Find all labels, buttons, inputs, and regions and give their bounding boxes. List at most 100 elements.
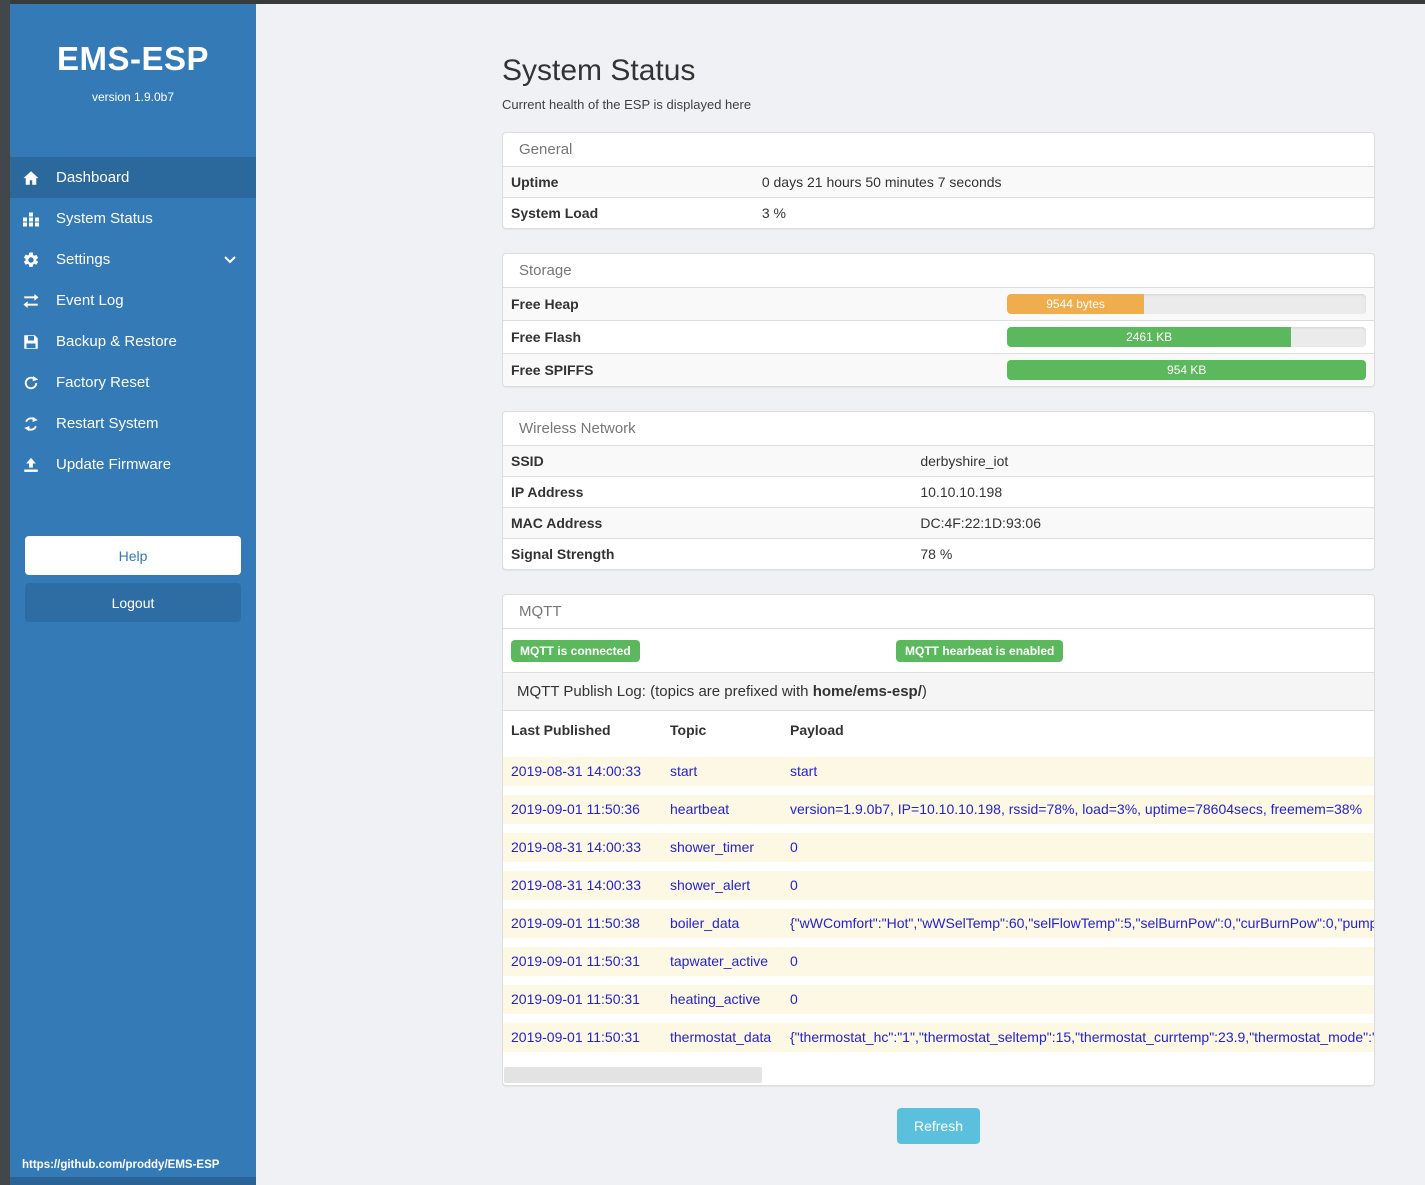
sidebar-item-restart-system[interactable]: Restart System [10,403,256,444]
publish-log-text: MQTT Publish Log: (topics are prefixed w… [517,683,813,700]
progress-fill: 954 KB [1007,360,1366,380]
sidebar-item-label: Event Log [56,292,124,309]
row-value: 2461 KB [999,320,1374,354]
row-label: Free SPIFFS [503,353,1000,386]
general-panel: General Uptime 0 days 21 hours 50 minute… [502,132,1375,229]
help-button[interactable]: Help [25,536,241,575]
log-row: 2019-09-01 11:50:31 heating_active 0 [503,976,1374,1019]
github-link[interactable]: https://github.com/proddy/EMS-ESP [22,1159,220,1171]
table-row: Free SPIFFS 954 KB [503,353,1374,386]
log-topic: boiler_data [662,900,782,943]
log-payload: 0 [782,824,1374,867]
sidebar-bottom-strip [10,1177,256,1185]
storage-panel: Storage Free Heap 9544 bytes Free Flash … [502,253,1375,387]
log-payload: {"wWComfort":"Hot","wWSelTemp":60,"selFl… [782,900,1374,943]
row-label: SSID [503,445,913,477]
page-title: System Status [502,54,696,87]
log-payload: version=1.9.0b7, IP=10.10.10.198, rssid=… [782,786,1374,829]
sync-arrows-icon [22,415,40,433]
sidebar-item-label: Dashboard [56,169,130,186]
app-title: EMS-ESP [56,40,210,77]
mqtt-publish-log-title: MQTT Publish Log: (topics are prefixed w… [503,672,1374,711]
log-payload: start [782,748,1374,791]
log-topic: heating_active [662,976,782,1019]
table-row: Signal Strength 78 % [503,538,1374,569]
upload-icon [22,456,40,474]
sidebar-item-system-status[interactable]: System Status [10,198,256,239]
sidebar-item-backup-restore[interactable]: Backup & Restore [10,321,256,362]
sidebar-item-label: Settings [56,251,111,268]
log-payload: 0 [782,862,1374,905]
table-row: System Load 3 % [503,197,1374,228]
horizontal-scrollbar[interactable] [504,1067,1373,1083]
log-published: 2019-08-31 14:00:33 [503,748,662,791]
app-version: version 1.9.0b7 [91,90,175,104]
row-label: Free Flash [503,320,1000,354]
sidebar-item-factory-reset[interactable]: Factory Reset [10,362,256,403]
sidebar-item-update-firmware[interactable]: Update Firmware [10,444,256,485]
row-value: 954 KB [999,353,1374,386]
system-status-icon [22,210,40,228]
logout-button[interactable]: Logout [25,583,241,622]
log-published: 2019-09-01 11:50:38 [503,900,662,943]
row-label: Signal Strength [503,538,913,569]
sidebar-item-label: Factory Reset [56,374,150,391]
mqtt-panel-header: MQTT [519,603,562,620]
wireless-panel-header: Wireless Network [519,420,636,437]
row-value: derbyshire_iot [912,445,1374,477]
sidebar-nav: Dashboard System Status Settings [10,157,256,485]
refresh-area: Refresh [502,1108,1375,1144]
log-payload: {"thermostat_hc":"1","thermostat_seltemp… [782,1014,1374,1052]
publish-log-suffix: ) [921,683,927,700]
mqtt-log-table: Last Published Topic Payload 2019-08-31 … [503,711,1374,1052]
main-content: System Status Current health of the ESP … [256,0,1425,1144]
log-topic: shower_timer [662,824,782,867]
free-spiffs-progressbar: 954 KB [1007,360,1366,380]
general-table: Uptime 0 days 21 hours 50 minutes 7 seco… [503,166,1374,228]
table-row: Uptime 0 days 21 hours 50 minutes 7 seco… [503,166,1374,198]
sidebar-buttons: Help Logout [10,536,256,622]
row-label: Free Heap [503,287,1000,321]
log-row: 2019-08-31 14:00:33 shower_alert 0 [503,862,1374,905]
table-header-row: Last Published Topic Payload [503,711,1374,753]
column-header: Topic [670,722,707,738]
table-row: MAC Address DC:4F:22:1D:93:06 [503,507,1374,539]
sidebar-item-label: Restart System [56,415,159,432]
chevron-down-icon [224,251,236,268]
scrollbar-thumb[interactable] [504,1067,762,1083]
sidebar-item-label: Backup & Restore [56,333,177,350]
page-subtitle: Current health of the ESP is displayed h… [502,97,752,112]
log-row: 2019-08-31 14:00:33 start start [503,748,1374,791]
refresh-button[interactable]: Refresh [896,1108,981,1144]
app-logo-block: EMS-ESP version 1.9.0b7 [10,4,256,104]
rotate-arrow-icon [22,374,40,392]
row-label: Uptime [503,166,754,198]
home-icon [22,169,40,187]
log-topic: heartbeat [662,786,782,829]
table-row: Free Flash 2461 KB [503,320,1374,354]
save-icon [22,333,40,351]
mqtt-heartbeat-badge: MQTT hearbeat is enabled [896,640,1064,662]
sidebar-item-dashboard[interactable]: Dashboard [10,157,256,198]
sidebar: EMS-ESP version 1.9.0b7 Dashboard System… [10,4,256,1185]
log-payload: 0 [782,976,1374,1019]
log-topic: shower_alert [662,862,782,905]
sidebar-item-event-log[interactable]: Event Log [10,280,256,321]
log-row: 2019-09-01 11:50:36 heartbeat version=1.… [503,786,1374,829]
free-flash-progressbar: 2461 KB [1007,327,1366,347]
publish-log-prefix: home/ems-esp/ [812,683,922,700]
row-value: 0 days 21 hours 50 minutes 7 seconds [753,166,1374,198]
log-topic: start [662,748,782,791]
log-row: 2019-08-31 14:00:33 shower_timer 0 [503,824,1374,867]
log-row: 2019-09-01 11:50:31 tapwater_active 0 [503,938,1374,981]
sidebar-item-settings[interactable]: Settings [10,239,256,280]
column-header: Payload [790,722,844,738]
storage-panel-header: Storage [519,262,572,279]
column-header: Last Published [511,722,611,738]
progress-fill: 2461 KB [1007,327,1291,347]
general-panel-header: General [519,141,573,158]
log-row: 2019-09-01 11:50:38 boiler_data {"wWComf… [503,900,1374,943]
row-value: DC:4F:22:1D:93:06 [912,507,1374,539]
mqtt-badges-row: MQTT is connected MQTT hearbeat is enabl… [503,628,1374,672]
log-published: 2019-09-01 11:50:31 [503,1014,662,1052]
